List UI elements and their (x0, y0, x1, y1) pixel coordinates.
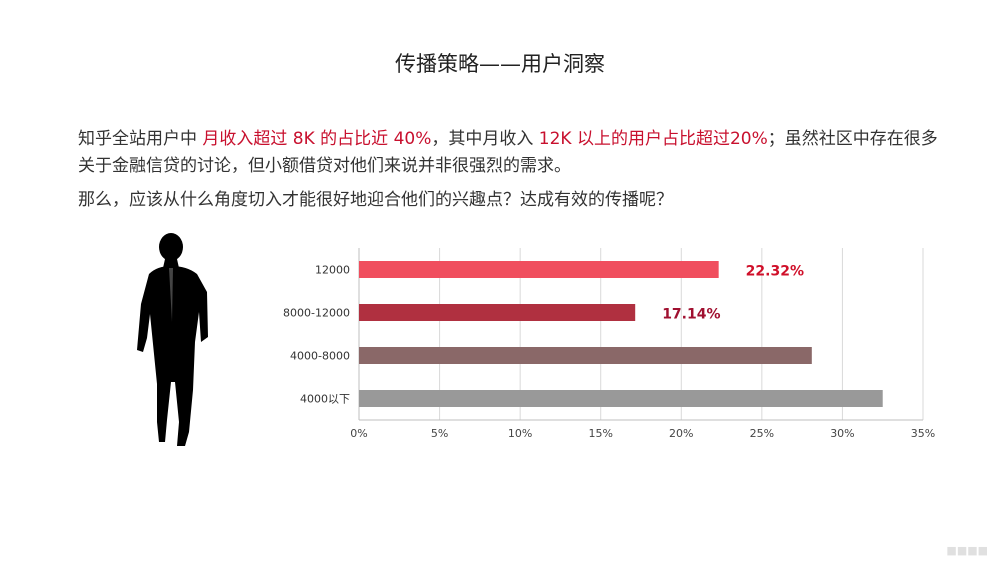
x-tick-label: 15% (588, 427, 612, 440)
bar (359, 390, 883, 407)
x-tick-label: 10% (508, 427, 532, 440)
intro-text-2: ，其中月收入 (431, 129, 539, 149)
x-tick-label: 20% (669, 427, 693, 440)
intro-text-3: ；虽然社区中存在很多关于金融信贷的讨论，但小额借贷对他们来说并非很强烈的需求。 (78, 129, 938, 176)
category-label: 4000-8000 (290, 350, 350, 363)
bar (359, 304, 636, 321)
intro-text-1: 知乎全站用户中 (78, 129, 203, 149)
income-bar-chart: 0% 5% 10% 15% 20% 25% 30% 35% 12000 22.32% 8000-12… (283, 248, 935, 440)
intro-highlight-2: 12K 以上的用户占比超过20% (538, 129, 768, 149)
category-label: 4000以下 (300, 393, 350, 406)
data-label: 17.14% (662, 307, 720, 323)
category-label: 12000 (315, 264, 350, 277)
x-tick-label: 5% (431, 427, 448, 440)
x-tick-label: 25% (750, 427, 774, 440)
question-paragraph: 那么，应该从什么角度切入才能很好地迎合他们的兴趣点？达成有效的传播呢？ (78, 190, 673, 210)
intro-paragraph: 知乎全站用户中 月收入超过 8K 的占比近 40%，其中月收入 12K 以上的用… (78, 126, 938, 180)
x-tick-label: 0% (350, 427, 367, 440)
data-label: 22.32% (746, 264, 804, 280)
bar (359, 261, 719, 278)
person-silhouette-icon (137, 233, 208, 446)
x-tick-label: 30% (830, 427, 854, 440)
x-tick-label: 35% (911, 427, 935, 440)
watermark: ■■■■ (946, 544, 988, 557)
intro-highlight-1: 月收入超过 8K 的占比近 40% (202, 129, 432, 149)
bar (359, 347, 812, 364)
page-title: 传播策略——用户洞察 (395, 52, 605, 76)
category-label: 8000-12000 (283, 307, 350, 320)
